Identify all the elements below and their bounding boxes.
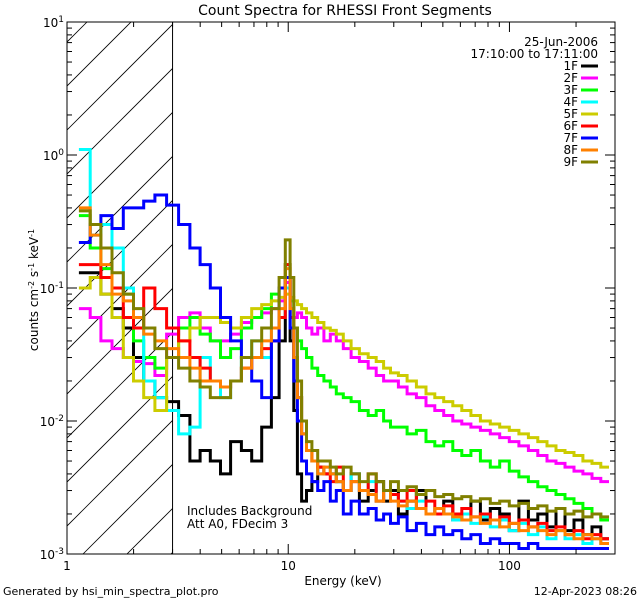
legend-time-range: 17:10:00 to 17:11:00	[471, 47, 598, 61]
y-tick-label: 101	[43, 15, 64, 30]
y-tick-label: 10-2	[40, 414, 64, 429]
series-group	[78, 148, 609, 550]
chart-title: Count Spectra for RHESSI Front Segments	[198, 3, 492, 19]
hatch-line	[0, 22, 43, 554]
annotation-attenuator: Att A0, FDecim 3	[187, 517, 288, 531]
legend-label: 9F	[563, 155, 578, 169]
hatch-line	[67, 67, 173, 175]
legend-date: 25-Jun-2006	[524, 35, 598, 49]
hatch-line	[67, 23, 173, 131]
legend-label: 5F	[563, 107, 578, 121]
legend-label: 1F	[563, 59, 578, 73]
legend-label: 7F	[563, 131, 578, 145]
annotation-background: Includes Background	[187, 504, 312, 518]
series-9F	[78, 209, 609, 519]
x-tick-label: 1	[63, 559, 71, 573]
legend-label: 6F	[563, 119, 578, 133]
axis-ticks	[66, 21, 616, 555]
series-5F	[78, 276, 609, 469]
hatch-line	[67, 375, 173, 483]
footer-timestamp: 12-Apr-2023 08:26	[534, 585, 637, 598]
legend-label: 3F	[563, 83, 578, 97]
y-tick-label: 100	[43, 148, 64, 163]
hatch-line	[67, 419, 173, 527]
series-7F	[78, 193, 609, 550]
y-tick-labels: 101 100 10-1 10-2 10-3	[40, 15, 65, 562]
legend-label: 8F	[563, 143, 578, 157]
hatch-line	[82, 463, 173, 554]
x-tick-label: 100	[498, 559, 521, 573]
x-tick-labels: 1 10 100	[63, 559, 521, 573]
y-tick-label: 10-3	[40, 547, 64, 562]
series-2F	[78, 281, 609, 484]
series-3F	[78, 214, 609, 522]
footer-generated-by: Generated by hsi_min_spectra_plot.pro	[3, 585, 219, 598]
y-tick-label: 10-1	[40, 281, 64, 296]
y-axis-label: counts cm-2 s-1 keV-1	[27, 229, 42, 351]
legend-label: 2F	[563, 71, 578, 85]
x-tick-label: 10	[281, 559, 296, 573]
legend-label: 4F	[563, 95, 578, 109]
x-axis-label: Energy (keV)	[304, 574, 381, 588]
